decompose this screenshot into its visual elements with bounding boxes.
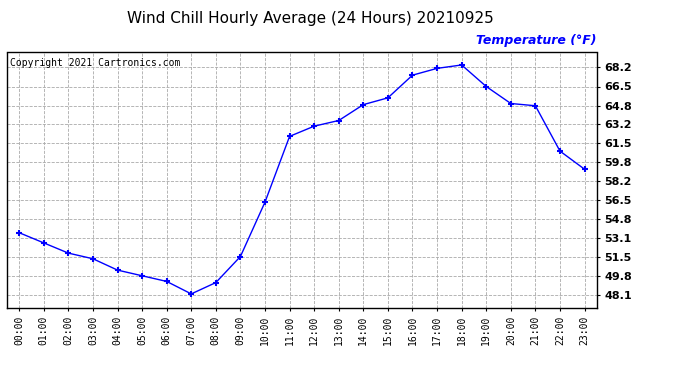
Text: Temperature (°F): Temperature (°F): [476, 34, 597, 47]
Text: Wind Chill Hourly Average (24 Hours) 20210925: Wind Chill Hourly Average (24 Hours) 202…: [127, 11, 494, 26]
Text: Copyright 2021 Cartronics.com: Copyright 2021 Cartronics.com: [10, 58, 180, 68]
